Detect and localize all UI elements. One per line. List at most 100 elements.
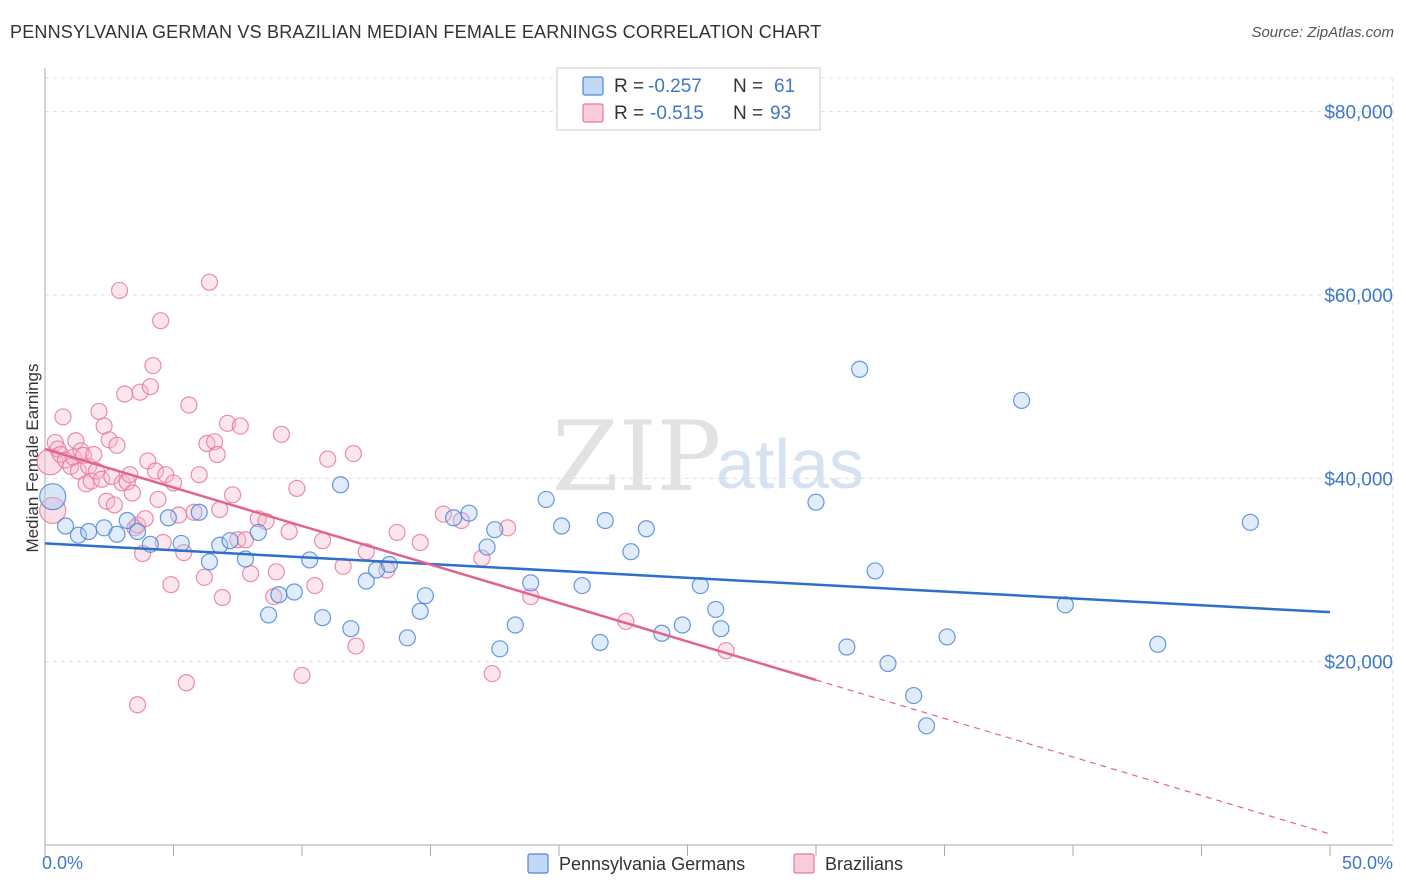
trendline-brazilians-extension: [815, 679, 1331, 835]
pink-data-point: [149, 490, 167, 509]
pink-data-point: [87, 462, 106, 480]
pink-data-point: [434, 505, 452, 523]
pink-data-point: [347, 637, 365, 655]
blue-data-point: [866, 562, 884, 580]
series-legend-swatch-pennsylvania-germans: [527, 853, 549, 874]
blue-data-point: [270, 586, 288, 604]
pink-data-point: [77, 475, 95, 493]
blue-data-point: [80, 522, 98, 541]
pink-data-point: [90, 402, 108, 421]
pink-data-point: [218, 414, 237, 432]
pink-data-point: [293, 666, 311, 685]
pink-data-point: [85, 445, 103, 464]
pink-data-point: [123, 484, 141, 502]
pink-data-point: [185, 503, 203, 521]
y-tick-labels: $20,000 $40,000 $60,000 $80,000: [1324, 103, 1393, 674]
blue-data-point: [285, 583, 303, 601]
blue-data-point: [445, 509, 463, 527]
watermark-zip: ZIP: [552, 401, 721, 513]
blue-data-point: [56, 517, 75, 535]
legend-r-label-pennsylvania-germans: R =: [614, 76, 644, 97]
pink-data-point: [67, 432, 85, 450]
blue-data-point: [707, 600, 725, 619]
pink-data-point: [200, 273, 219, 291]
blue-data-point: [159, 509, 177, 527]
chart-title: PENNSYLVANIA GERMAN VS BRAZILIAN MEDIAN …: [10, 22, 822, 42]
blue-data-point: [673, 616, 691, 634]
legend-n-label-brazilians: N =: [733, 103, 763, 124]
pink-data-point: [288, 479, 306, 498]
blue-data-point: [1149, 635, 1167, 653]
pink-data-point: [483, 664, 501, 683]
blue-data-point: [249, 523, 267, 542]
blue-data-point: [108, 525, 126, 543]
blue-data-point: [838, 638, 856, 656]
blue-data-point: [128, 522, 147, 541]
pink-data-point: [110, 281, 129, 300]
blue-data-point: [905, 686, 923, 705]
pink-data-point: [190, 466, 208, 484]
pink-data-point: [136, 510, 154, 528]
blue-data-point: [491, 640, 509, 658]
pink-data-point: [499, 519, 517, 537]
blue-data-point: [301, 551, 319, 569]
pink-data-point: [267, 563, 285, 581]
trendline-brazilians: [44, 447, 817, 682]
blue-data-point: [416, 587, 434, 605]
blue-data-point: [69, 526, 88, 544]
blue-data-point: [879, 654, 897, 673]
blue-data-point: [486, 521, 504, 539]
blue-data-point: [917, 717, 936, 735]
y-tick-label: $60,000: [1324, 286, 1393, 307]
blue-data-point: [221, 532, 239, 550]
blue-data-point: [39, 483, 67, 511]
pink-data-point: [280, 522, 298, 541]
legend-n-label-pennsylvania-germans: N =: [733, 76, 763, 97]
pink-data-point: [388, 523, 406, 542]
blue-data-point: [313, 609, 332, 627]
legend-n-value-pennsylvania-germans: 61: [774, 76, 795, 97]
x-tick-label-max: 50.0%: [1342, 853, 1393, 873]
pink-data-point: [206, 433, 224, 451]
blue-data-point: [172, 534, 190, 553]
pink-data-point: [152, 312, 170, 330]
pink-data-point: [108, 436, 126, 454]
pink-data-point: [344, 444, 362, 463]
watermark: ZIP atlas: [552, 401, 864, 513]
pink-data-point: [224, 486, 242, 504]
blue-data-point: [331, 476, 350, 494]
pink-data-point: [272, 425, 291, 443]
blue-data-point: [259, 606, 278, 624]
blue-data-point: [712, 620, 730, 638]
axes: [44, 68, 1393, 856]
legend-swatch-pennsylvania-germans: [582, 76, 604, 96]
blue-data-point: [478, 538, 496, 556]
pink-data-point: [128, 696, 147, 714]
blue-data-point: [1012, 391, 1031, 410]
blue-data-point: [552, 517, 571, 535]
stats-legend: R = -0.257 N = 61 R = -0.515 N = 93: [556, 67, 821, 131]
pink-data-point: [39, 496, 67, 525]
series-legend-label-pennsylvania-germans: Pennsylvania Germans: [559, 854, 745, 874]
pink-data-point: [144, 356, 162, 375]
legend-r-label-brazilians: R =: [614, 103, 644, 124]
blue-data-point: [200, 553, 219, 571]
pink-data-point: [208, 445, 226, 464]
pink-data-point: [180, 396, 198, 414]
blue-data-point: [398, 629, 416, 647]
source-credit: Source: ZipAtlas.com: [1251, 24, 1394, 41]
pink-data-point: [141, 378, 159, 396]
pink-data-point: [54, 408, 72, 426]
legend-n-value-brazilians: 93: [770, 103, 791, 124]
pink-data-point: [105, 496, 123, 514]
blue-data-point: [807, 493, 825, 511]
pink-data-point: [231, 417, 249, 435]
blue-data-point: [537, 490, 555, 509]
blue-data-point: [938, 628, 956, 646]
blue-data-point: [1241, 513, 1259, 531]
pink-data-point: [242, 565, 260, 583]
blue-data-point: [190, 503, 208, 521]
series-legend: Pennsylvania Germans Brazilians: [527, 853, 903, 874]
blue-data-point: [573, 576, 591, 595]
